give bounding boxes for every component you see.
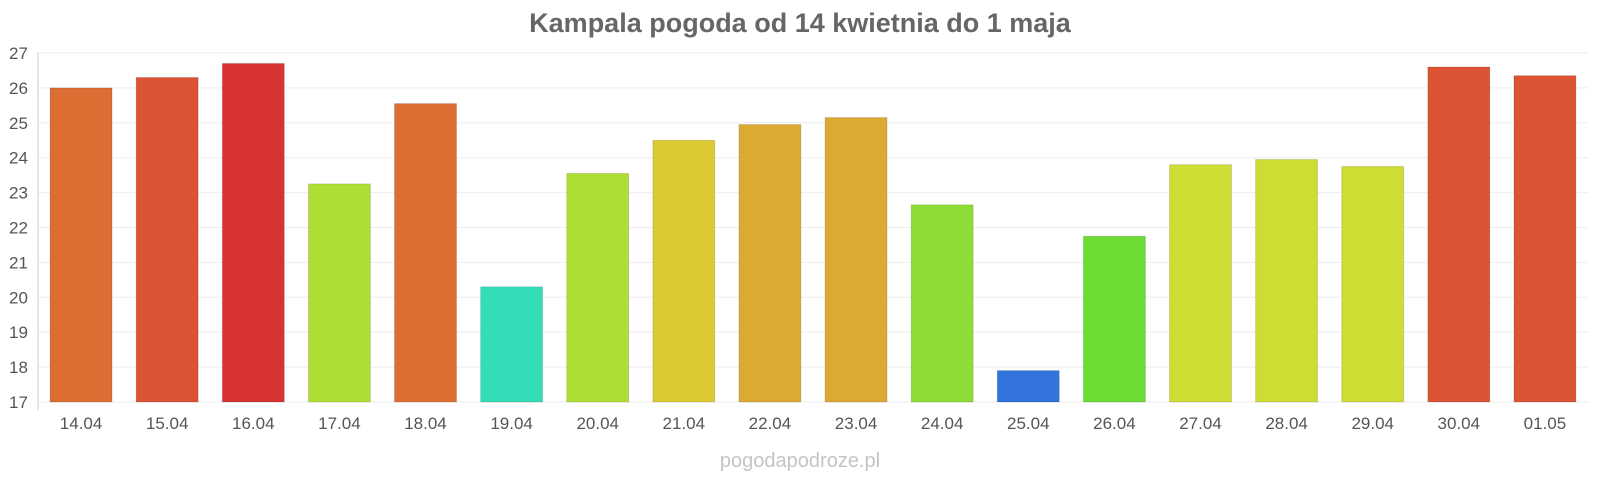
- x-tick-label: 24.04: [921, 414, 964, 433]
- x-tick-label: 23.04: [835, 414, 878, 433]
- bar-28.04: [1255, 158, 1319, 403]
- x-tick-label: 22.04: [749, 414, 792, 433]
- y-tick-label: 20: [9, 288, 28, 307]
- bars: [49, 62, 1577, 403]
- x-tick-label: 20.04: [576, 414, 619, 433]
- bar-23.04: [824, 117, 888, 403]
- watermark: pogodapodroze.pl: [720, 450, 880, 472]
- y-tick-label: 22: [9, 219, 28, 238]
- x-tick-label: 18.04: [404, 414, 447, 433]
- y-tick-label: 26: [9, 79, 28, 98]
- chart-title: Kampala pogoda od 14 kwietnia do 1 maja: [529, 8, 1072, 38]
- x-axis-ticks: 14.04 15.04 16.04 17.04 18.04 19.04 20.04 21.04…: [60, 414, 1566, 433]
- bar-25.04: [996, 370, 1060, 403]
- bar-17.04: [307, 183, 371, 403]
- y-tick-label: 27: [9, 44, 28, 63]
- y-tick-label: 23: [9, 184, 28, 203]
- y-tick-label: 18: [9, 358, 28, 377]
- bar-27.04: [1169, 164, 1232, 403]
- x-tick-label: 16.04: [232, 414, 275, 433]
- y-axis-ticks: 17 18 19 20 21 22 23 24 25 26 27: [9, 44, 28, 412]
- bar-15.04: [135, 76, 199, 403]
- x-tick-label: 30.04: [1438, 414, 1481, 433]
- bar-21.04: [652, 139, 716, 403]
- y-tick-label: 17: [9, 393, 28, 412]
- bar-30.04: [1427, 66, 1491, 403]
- bar-26.04: [1082, 235, 1146, 403]
- bar-24.04: [910, 204, 974, 403]
- y-tick-label: 25: [9, 114, 28, 133]
- bar-22.04: [738, 124, 802, 403]
- bar-20.04: [566, 172, 630, 403]
- x-tick-label: 27.04: [1179, 414, 1222, 433]
- y-tick-label: 21: [9, 253, 28, 272]
- x-tick-label: 15.04: [146, 414, 189, 433]
- x-tick-label: 17.04: [318, 414, 361, 433]
- bar-29.04: [1341, 165, 1405, 403]
- bar-14.04: [49, 87, 113, 403]
- y-tick-label: 24: [9, 149, 28, 168]
- x-tick-label: 01.05: [1524, 414, 1567, 433]
- bar-16.04: [221, 62, 285, 403]
- x-tick-label: 14.04: [60, 414, 103, 433]
- bar-19.04: [480, 286, 544, 403]
- grid-lines: [38, 52, 1588, 403]
- x-tick-label: 28.04: [1265, 414, 1308, 433]
- x-tick-label: 19.04: [490, 414, 533, 433]
- y-tick-label: 19: [9, 323, 28, 342]
- x-tick-label: 26.04: [1093, 414, 1136, 433]
- x-tick-label: 25.04: [1007, 414, 1050, 433]
- bar-18.04: [394, 103, 457, 403]
- x-tick-label: 29.04: [1351, 414, 1394, 433]
- bar-01.05: [1513, 75, 1577, 403]
- x-tick-label: 21.04: [663, 414, 706, 433]
